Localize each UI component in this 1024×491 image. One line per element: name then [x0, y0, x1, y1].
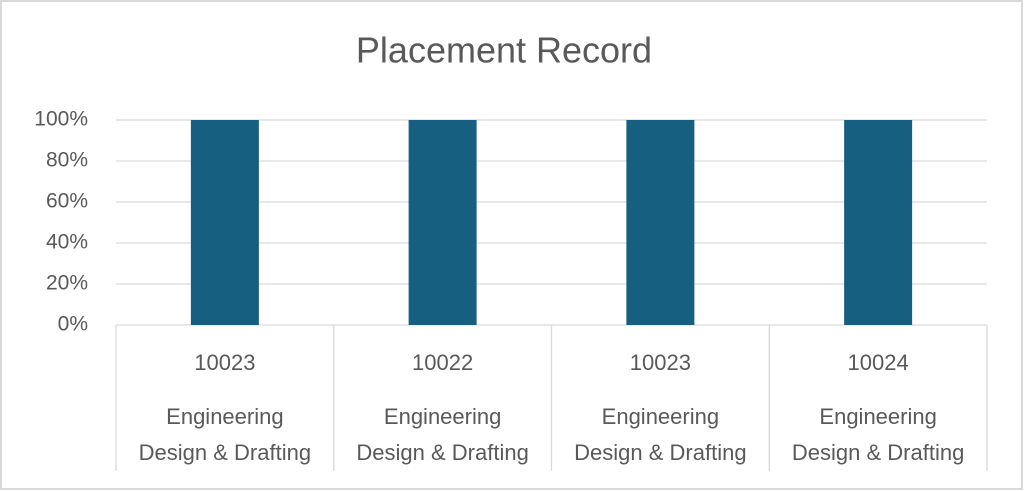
bar [844, 120, 913, 325]
x-tick-label: 10024 [848, 350, 909, 375]
x-group-label: Engineering Design & Drafting [356, 404, 529, 465]
x-tick-label: 10023 [194, 350, 255, 375]
x-tick-label: 10022 [412, 350, 473, 375]
x-group-label: Engineering Design & Drafting [138, 404, 312, 465]
chart-title: Placement Record [356, 30, 652, 71]
y-tick-label: 60% [46, 190, 88, 213]
y-tick-label: 40% [46, 231, 88, 254]
bar [408, 120, 477, 325]
y-tick-label: 0% [58, 313, 88, 336]
x-group-label: Engineering Design & Drafting [791, 404, 965, 465]
y-tick-label: 80% [46, 149, 88, 172]
y-tick-label: 100% [34, 108, 88, 131]
bar [190, 120, 259, 325]
x-tick-label: 10023 [630, 350, 691, 375]
bar [626, 120, 695, 325]
x-group-label: Engineering Design & Drafting [574, 404, 747, 465]
y-tick-label: 20% [46, 272, 88, 295]
